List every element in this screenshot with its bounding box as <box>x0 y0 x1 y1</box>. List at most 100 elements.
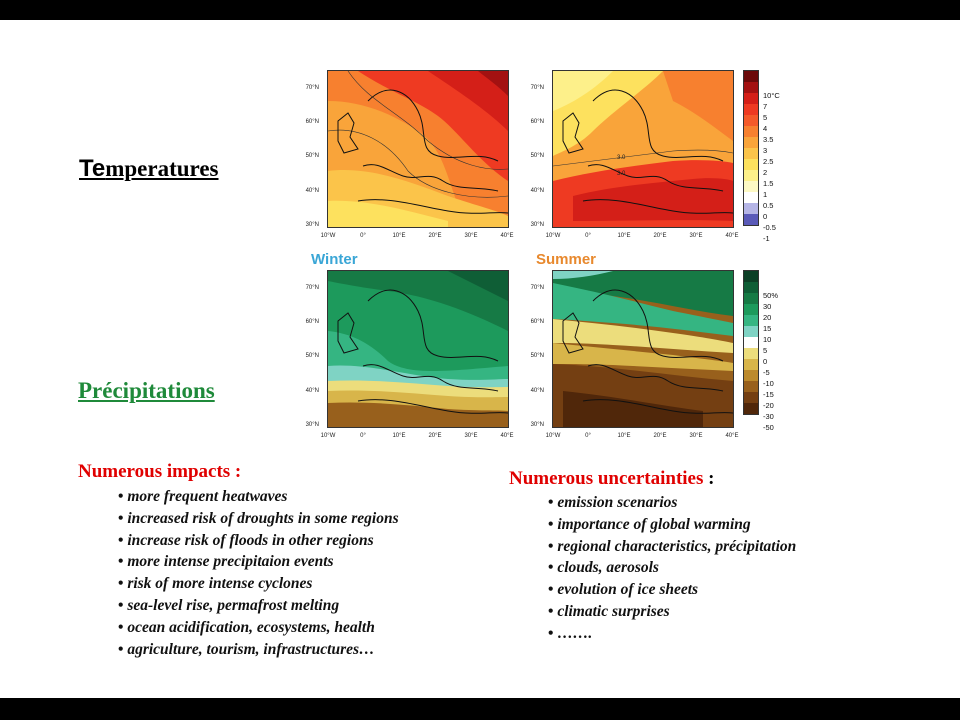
lat-label: 70°N <box>530 85 544 91</box>
colorbar-label: 30 <box>763 302 772 311</box>
list-item: sea-level rise, permafrost melting <box>118 595 399 617</box>
temperature-summer-map: 3.0 3.0 <box>552 70 734 228</box>
list-item: increase risk of floods in other regions <box>118 530 399 552</box>
colorbar-label: 50% <box>763 291 779 300</box>
lat-label: 50°N <box>530 153 544 159</box>
list-item: regional characteristics, précipitation <box>548 536 796 558</box>
list-item: ……. <box>548 623 796 645</box>
lon-label: 30°E <box>689 233 703 239</box>
lat-label: 50°N <box>530 353 544 359</box>
impacts-list: more frequent heatwavesincreased risk of… <box>118 486 399 661</box>
colorbar-label: -15 <box>763 390 774 399</box>
colorbar-swatch <box>744 282 758 293</box>
temperature-winter-map <box>327 70 509 228</box>
lon-label: 10°E <box>617 233 631 239</box>
colorbar-label: 15 <box>763 324 772 333</box>
colorbar-label: 7 <box>763 102 768 111</box>
colorbar-swatch <box>744 170 758 181</box>
colorbar-swatch <box>744 326 758 337</box>
colorbar-swatch <box>744 93 758 104</box>
colorbar-swatch <box>744 348 758 359</box>
colorbar-label: 5 <box>763 346 768 355</box>
colorbar-swatch <box>744 271 758 282</box>
colorbar-swatch <box>744 137 758 148</box>
precipitation-winter-field <box>328 271 508 427</box>
list-item: evolution of ice sheets <box>548 579 796 601</box>
lon-label: 30°E <box>464 433 478 439</box>
colorbar-label: 3 <box>763 146 768 155</box>
lat-label: 30°N <box>305 422 319 428</box>
lon-label: 20°E <box>653 433 667 439</box>
lon-label: 0° <box>585 233 591 239</box>
lon-label: 10°W <box>545 233 561 239</box>
lat-label: 30°N <box>530 422 544 428</box>
colorbar-swatch <box>744 315 758 326</box>
temperatures-title-lead: Te <box>79 155 106 182</box>
colorbar-swatch <box>744 82 758 93</box>
colorbar-swatch <box>744 304 758 315</box>
lat-label: 30°N <box>305 222 319 228</box>
colorbar-swatch <box>744 214 758 225</box>
lat-label: 60°N <box>305 319 319 325</box>
colorbar-swatch <box>744 159 758 170</box>
contour-label: 3.0 <box>617 155 626 161</box>
colorbar-label: -30 <box>763 412 774 421</box>
colorbar-label: 1.5 <box>763 179 774 188</box>
colorbar-label: -0.5 <box>763 223 776 232</box>
list-item: agriculture, tourism, infrastructures… <box>118 639 399 661</box>
lat-label: 60°N <box>530 119 544 125</box>
lon-label: 0° <box>360 233 366 239</box>
colorbar-label: 1 <box>763 190 768 199</box>
impacts-heading: Numerous impacts : <box>78 461 242 482</box>
colorbar-swatch <box>744 71 758 82</box>
colorbar-swatch <box>744 293 758 304</box>
colorbar-swatch <box>744 381 758 392</box>
lat-label: 60°N <box>305 119 319 125</box>
lon-label: 0° <box>585 433 591 439</box>
lon-label: 10°E <box>392 433 406 439</box>
lat-label: 30°N <box>530 222 544 228</box>
colorbar-label: 2 <box>763 168 768 177</box>
colorbar-swatch <box>744 403 758 414</box>
lat-label: 70°N <box>305 85 319 91</box>
colorbar-label: -50 <box>763 423 774 432</box>
lat-label: 70°N <box>305 285 319 291</box>
temperature-summer-field: 3.0 3.0 <box>553 71 733 227</box>
list-item: clouds, aerosols <box>548 557 796 579</box>
lat-label: 50°N <box>305 153 319 159</box>
lat-label: 40°N <box>305 388 319 394</box>
colorbar-swatch <box>744 148 758 159</box>
list-item: increased risk of droughts in some regio… <box>118 508 398 530</box>
colorbar-swatch <box>744 370 758 381</box>
list-item: emission scenarios <box>548 492 796 514</box>
colorbar-label: 5 <box>763 113 768 122</box>
lon-label: 20°E <box>653 233 667 239</box>
precipitation-winter-map <box>327 270 509 428</box>
colorbar-label: -1 <box>763 234 770 243</box>
lon-label: 20°E <box>428 233 442 239</box>
colorbar-label: 0 <box>763 357 768 366</box>
list-item: importance of global warming <box>548 514 796 536</box>
lon-label: 40°E <box>500 433 514 439</box>
colorbar-label: -10 <box>763 379 774 388</box>
colorbar-label: 0 <box>763 212 768 221</box>
summer-label: Summer <box>536 251 597 268</box>
lon-label: 40°E <box>500 233 514 239</box>
lat-label: 50°N <box>305 353 319 359</box>
precipitations-title: Précipitations <box>78 378 215 403</box>
colorbar-label: 10°C <box>763 91 780 100</box>
colorbar-swatch <box>744 104 758 115</box>
lon-label: 40°E <box>725 433 739 439</box>
uncertainties-heading-suffix: : <box>703 468 715 489</box>
colorbar-label: 2.5 <box>763 157 774 166</box>
temperatures-title: Temperatures <box>79 155 219 183</box>
colorbar-label: 0.5 <box>763 201 774 210</box>
colorbar-label: -5 <box>763 368 770 377</box>
lon-label: 10°W <box>545 433 561 439</box>
uncertainties-heading: Numerous uncertainties : <box>509 468 714 490</box>
list-item: ocean acidification, ecosystems, health <box>118 617 399 639</box>
winter-label: Winter <box>311 251 358 268</box>
list-item: risk of more intense cyclones <box>118 573 399 595</box>
colorbar-label: 3.5 <box>763 135 774 144</box>
lon-label: 10°E <box>392 233 406 239</box>
